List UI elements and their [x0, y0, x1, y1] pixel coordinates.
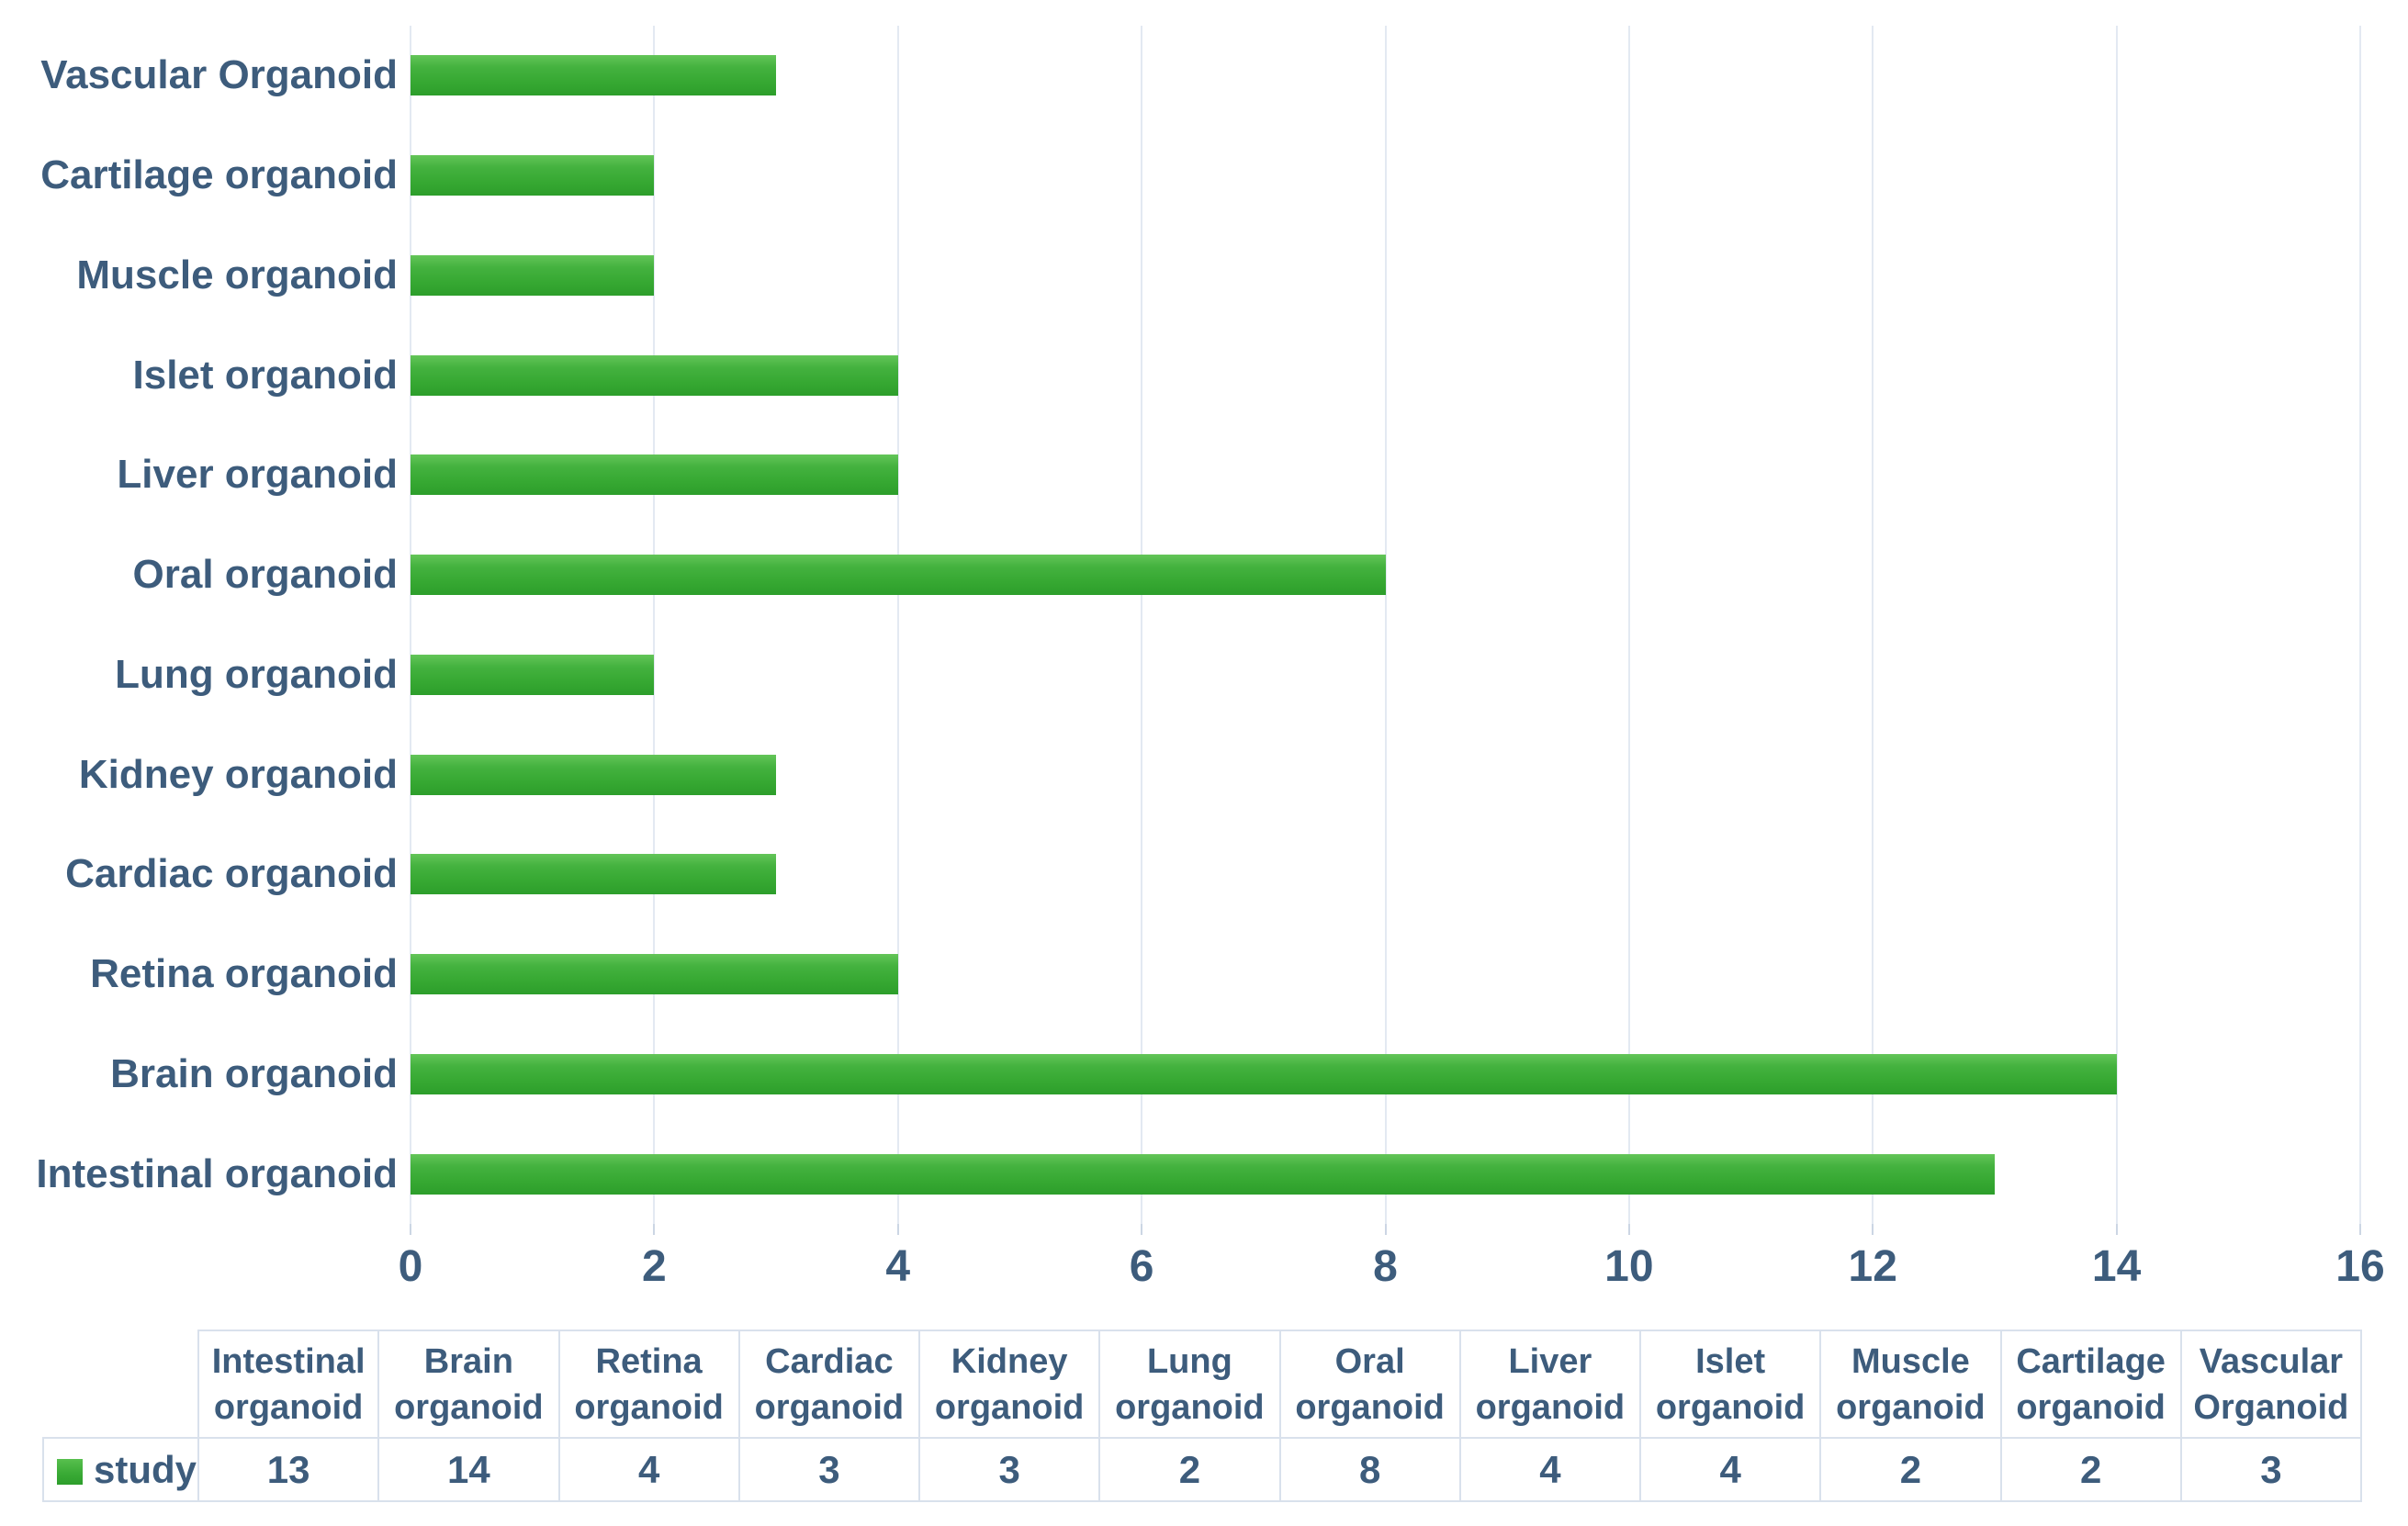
bar	[411, 755, 776, 795]
gridline	[410, 26, 411, 1224]
bar	[411, 854, 776, 894]
gridline	[1384, 26, 1387, 1224]
gridline	[1872, 26, 1874, 1224]
category-label: Brain organoid	[110, 1051, 398, 1096]
table-header-cell: Islet organoid	[1638, 1330, 1822, 1439]
table-value-cell: 8	[1278, 1437, 1461, 1502]
table-header-cell: Lung organoid	[1098, 1330, 1281, 1439]
table-legend-cell: study	[42, 1437, 199, 1502]
series-legend-label: study	[94, 1447, 197, 1491]
x-tick-label: 16	[2335, 1242, 2385, 1291]
table-corner-cell	[43, 1330, 198, 1438]
axis-tick-mark	[653, 1224, 656, 1235]
chart-data-table: Intestinal organoid Brain organoid Retina …	[42, 1330, 2363, 1502]
axis-tick-mark	[896, 1224, 899, 1235]
gridline	[653, 26, 656, 1224]
category-label: Intestinal organoid	[36, 1151, 398, 1196]
axis-tick-mark	[1872, 1224, 1874, 1235]
bar	[411, 155, 654, 196]
axis-tick-mark	[1141, 1224, 1143, 1235]
bar	[411, 1154, 1995, 1195]
table-header-cell: Intestinal organoid	[197, 1330, 380, 1439]
x-tick-label: 0	[398, 1242, 423, 1291]
category-label: Liver organoid	[117, 452, 398, 497]
x-tick-label: 2	[642, 1242, 667, 1291]
table-header-cell: Cardiac organoid	[737, 1330, 921, 1439]
bar	[411, 655, 654, 695]
table-value-cell: 4	[1638, 1437, 1822, 1502]
table-header-cell: Muscle organoid	[1819, 1330, 2002, 1439]
bar	[411, 954, 898, 994]
axis-tick-mark	[2359, 1224, 2361, 1235]
category-label: Kidney organoid	[78, 752, 398, 797]
gridline	[2115, 26, 2118, 1224]
table-value-cell: 14	[377, 1437, 560, 1502]
table-header-cell: Vascular Organoid	[2179, 1330, 2363, 1439]
x-tick-label: 4	[885, 1242, 911, 1291]
x-tick-label: 14	[2091, 1242, 2142, 1291]
category-label: Cartilage organoid	[40, 152, 398, 197]
table-value-cell: 2	[1999, 1437, 2182, 1502]
axis-tick-mark	[1627, 1224, 1630, 1235]
axis-tick-mark	[1384, 1224, 1387, 1235]
table-value-cell: 13	[197, 1437, 380, 1502]
table-header-cell: Liver organoid	[1458, 1330, 1642, 1439]
series-legend-key-icon	[57, 1458, 83, 1485]
category-label: Retina organoid	[90, 951, 398, 996]
x-tick-label: 6	[1129, 1242, 1154, 1291]
category-label: Lung organoid	[115, 652, 398, 697]
category-label: Vascular Organoid	[40, 52, 398, 97]
table-value-cell: 2	[1098, 1437, 1281, 1502]
table-value-cell: 2	[1819, 1437, 2002, 1502]
axis-tick-mark	[2115, 1224, 2118, 1235]
x-tick-label: 10	[1604, 1242, 1654, 1291]
table-value-cell: 3	[917, 1437, 1101, 1502]
gridline	[896, 26, 899, 1224]
gridline	[2359, 26, 2361, 1224]
table-header-cell: Cartilage organoid	[1999, 1330, 2182, 1439]
table-value-cell: 3	[737, 1437, 921, 1502]
bar	[411, 1054, 2117, 1094]
x-tick-label: 8	[1373, 1242, 1398, 1291]
category-label: Cardiac organoid	[65, 851, 398, 896]
table-value-cell: 4	[1458, 1437, 1642, 1502]
table-header-cell: Brain organoid	[377, 1330, 560, 1439]
table-header-cell: Oral organoid	[1278, 1330, 1461, 1439]
table-header-cell: Retina organoid	[557, 1330, 740, 1439]
bar	[411, 255, 654, 296]
bar	[411, 555, 1386, 595]
bar	[411, 454, 898, 495]
bar	[411, 55, 776, 95]
table-header-cell: Kidney organoid	[917, 1330, 1101, 1439]
gridline	[1141, 26, 1143, 1224]
axis-tick-mark	[410, 1224, 411, 1235]
category-label: Oral organoid	[132, 552, 398, 597]
table-value-cell: 4	[557, 1437, 740, 1502]
bar	[411, 355, 898, 396]
category-label: Muscle organoid	[76, 252, 398, 297]
table-value-cell: 3	[2179, 1437, 2363, 1502]
gridline	[1627, 26, 1630, 1224]
category-label: Islet organoid	[132, 353, 398, 398]
x-tick-label: 12	[1848, 1242, 1897, 1291]
